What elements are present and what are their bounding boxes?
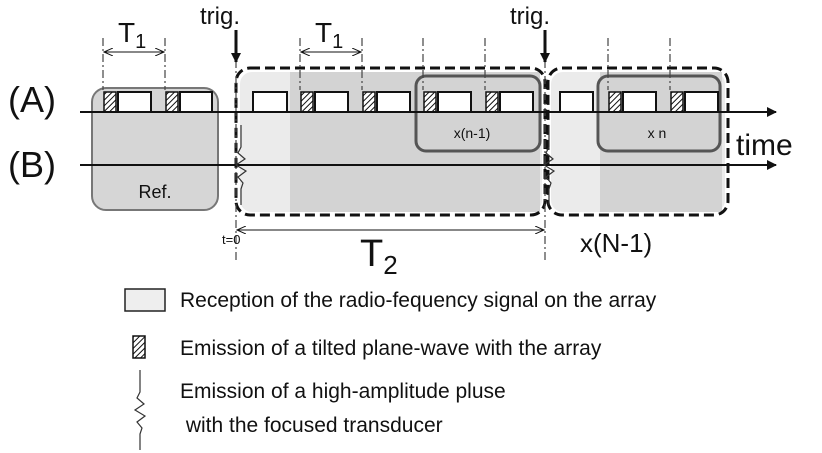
inner-loop xyxy=(414,74,542,153)
ref-box xyxy=(91,87,219,211)
row-label: (A) xyxy=(8,79,56,120)
pulse-train xyxy=(103,91,719,113)
label-sub: 1 xyxy=(332,31,343,53)
guides xyxy=(102,38,671,262)
repeat-block xyxy=(546,66,730,217)
legend-swatch xyxy=(132,335,146,359)
inner-loop xyxy=(596,74,722,153)
inner-loop-label: x n xyxy=(648,125,667,141)
inner-loop-label: x(n-1) xyxy=(454,125,491,141)
label-main: T xyxy=(118,17,135,48)
trigger-label: trig. xyxy=(200,3,240,30)
period-label: T2 xyxy=(360,233,398,280)
label-main: T xyxy=(360,233,383,275)
legend-text: with the focused transducer xyxy=(180,414,443,437)
label-main: T xyxy=(315,17,332,48)
time-label: time xyxy=(736,129,793,162)
period-label: T1 xyxy=(315,17,343,53)
legend-swatch xyxy=(124,288,166,312)
label-sub: 1 xyxy=(135,31,146,53)
trigger-label: trig. xyxy=(510,3,550,30)
period-label: T1 xyxy=(118,17,146,53)
legend-swatch xyxy=(134,369,146,451)
ref-label: Ref. xyxy=(138,182,171,202)
outer-loop-label: x(N-1) xyxy=(580,228,652,258)
legend-text: Reception of the radio-fequency signal o… xyxy=(180,289,657,312)
label-sub: 2 xyxy=(383,250,397,280)
row-label: (B) xyxy=(8,144,56,185)
t-zero-label: t=0 xyxy=(222,232,240,247)
legend-text: Emission of a tilted plane-wave with the… xyxy=(180,337,602,360)
legend-text: Emission of a high-amplitude pluse xyxy=(180,380,506,403)
